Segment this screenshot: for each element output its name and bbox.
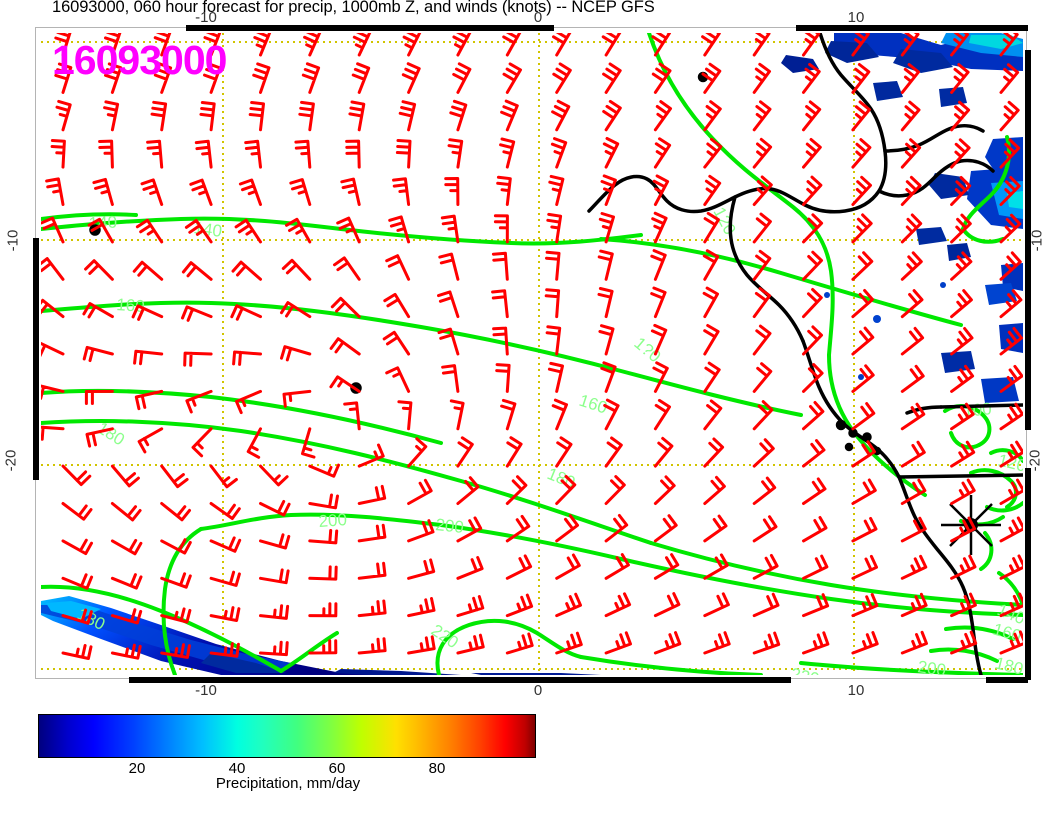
x-tick-top-1: 0 [533,9,543,26]
svg-text:200: 200 [435,515,465,537]
axis-bar-top [186,25,554,31]
wind-barbs [41,33,1023,660]
y-tick-right-1: -20 [1026,449,1044,472]
x-tick-top-2: 10 [847,9,865,26]
map-panel: 140 140 160 120 1?0 160 180 180 200 200 … [33,25,1031,683]
date-stamp: 16093000 [52,37,227,83]
svg-text:160: 160 [116,295,146,316]
height-contours [41,33,1023,675]
axis-bar-right [1025,50,1031,430]
colorbar [38,714,536,758]
map-plot-area: 140 140 160 120 1?0 160 180 180 200 200 … [41,33,1023,675]
figure-title: 16093000, 060 hour forecast for precip, … [52,0,655,16]
y-tick-right-0: -10 [1028,229,1046,252]
colorbar-label: Precipitation, mm/day [215,775,361,792]
svg-text:120: 120 [709,204,739,238]
svg-text:200: 200 [318,510,348,531]
axis-bar-left [33,238,39,480]
axis-bar-top-right [796,25,1028,31]
colorbar-tick-2: 60 [328,760,346,777]
y-tick-left-1: -20 [2,449,20,472]
axis-bar-right-lower [1025,468,1031,680]
svg-text:1?0: 1?0 [630,334,664,367]
svg-text:180: 180 [993,653,1023,675]
colorbar-tick-1: 40 [228,760,246,777]
axis-bar-bottom [129,677,791,683]
svg-text:220: 220 [789,664,821,675]
colorbar-tick-3: 80 [428,760,446,777]
x-tick-top-0: -10 [195,9,217,26]
y-tick-left-0: -10 [4,229,22,252]
x-tick-bottom-2: 10 [847,682,865,699]
x-tick-bottom-0: -10 [195,682,217,699]
svg-text:200: 200 [916,657,947,675]
map-graphics: 140 140 160 120 1?0 160 180 180 200 200 … [41,33,1023,675]
axis-bar-bottom-right [986,677,1028,683]
colorbar-gradient [38,714,536,758]
colorbar-tick-0: 20 [128,760,146,777]
x-tick-bottom-1: 0 [533,682,543,699]
